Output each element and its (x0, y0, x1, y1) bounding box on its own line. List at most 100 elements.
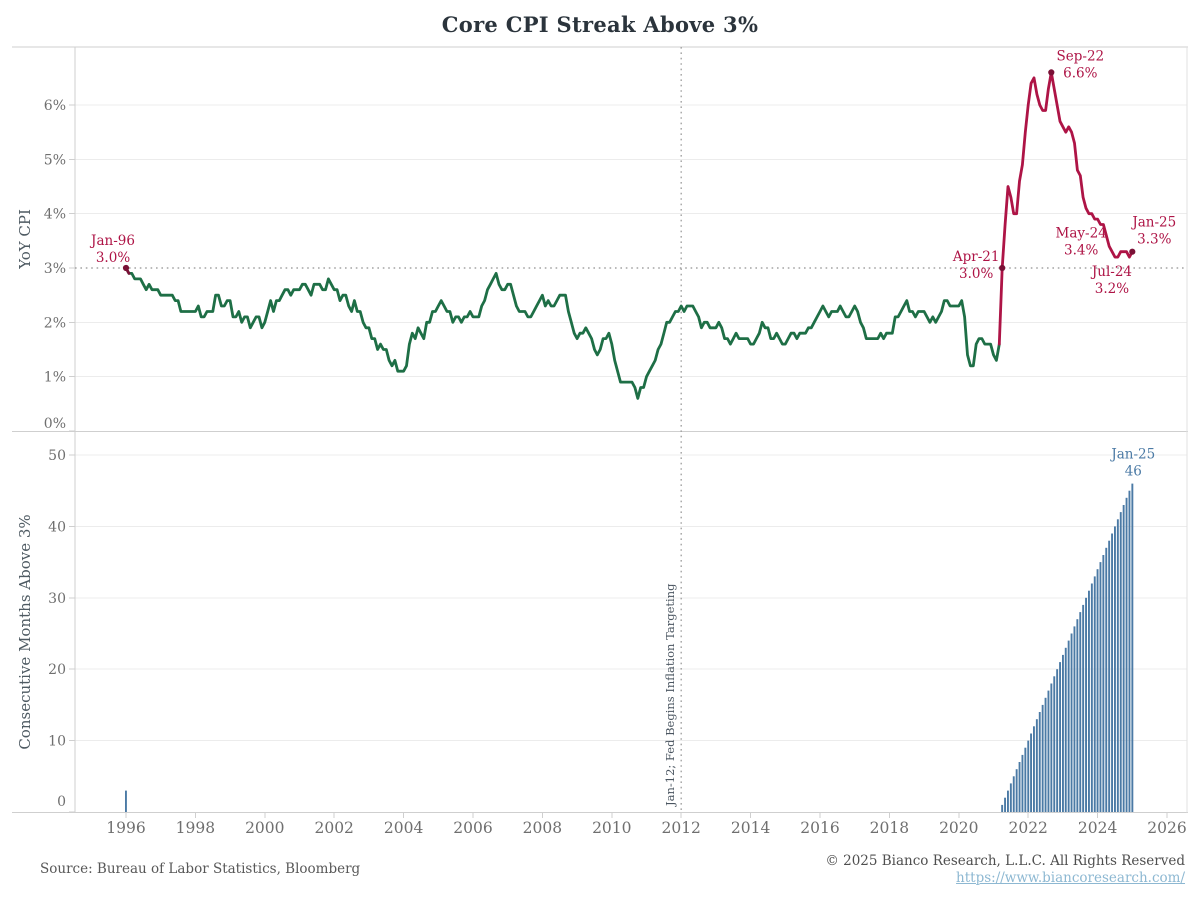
streak-bar (1064, 647, 1067, 812)
x-tick-label: 2018 (870, 819, 909, 837)
x-tick-label: 2006 (453, 819, 492, 837)
streak-bar (1088, 590, 1090, 812)
streak-bar (1056, 669, 1059, 812)
annotation-apr-21: Apr-21 3.0% (952, 249, 1000, 282)
x-tick-label: 2014 (731, 819, 771, 837)
y-axis-title-bottom: Consecutive Months Above 3% (16, 514, 34, 749)
y-tick-label-top: 5% (44, 152, 66, 168)
streak-bar (1007, 790, 1009, 812)
panel-borders (12, 46, 1188, 813)
streak-bar (1059, 662, 1061, 812)
streak-bar (1099, 562, 1102, 812)
streak-bar (1090, 583, 1093, 812)
streak-bar (1038, 712, 1041, 812)
streak-bar (1070, 633, 1073, 812)
y-tick-label-bottom: 20 (48, 662, 66, 678)
streak-bar (1111, 533, 1113, 812)
x-tick-label: 1996 (106, 819, 145, 837)
streak-bars (125, 483, 1134, 812)
x-tick-label: 2008 (523, 819, 562, 837)
y-tick-label-top: 0% (44, 416, 66, 432)
x-tick-label: 2020 (939, 819, 978, 837)
streak-bar (1030, 733, 1032, 812)
y-tick-label-top: 6% (44, 98, 66, 114)
y-tick-label-top: 1% (44, 370, 66, 386)
credit-block: © 2025 Bianco Research, L.L.C. All Right… (825, 851, 1185, 887)
source-note: Source: Bureau of Labor Statistics, Bloo… (40, 861, 361, 877)
copyright-note: © 2025 Bianco Research, L.L.C. All Right… (825, 853, 1185, 869)
tick-marks (69, 104, 1168, 818)
streak-bar (1053, 676, 1056, 812)
streak-bar (1079, 612, 1082, 812)
streak-bar (1021, 754, 1024, 812)
streak-bar (1044, 697, 1047, 812)
streak-bar (1073, 626, 1076, 812)
annotation-sep-22: Sep-22 6.6% (1057, 48, 1105, 81)
data-point-marker (999, 264, 1006, 272)
streak-bar (1062, 654, 1064, 812)
y-tick-label-top: 4% (44, 207, 66, 223)
streak-bar (1082, 604, 1085, 812)
y-tick-label-bottom: 10 (48, 734, 66, 750)
streak-bar (1122, 505, 1125, 812)
x-tick-label: 2002 (314, 819, 353, 837)
chart-title: Core CPI Streak Above 3% (441, 12, 759, 37)
annotation-may-24: May-24 3.4% (1056, 225, 1107, 258)
y-tick-label-bottom: 50 (48, 448, 66, 464)
streak-bar (1085, 597, 1087, 812)
streak-bar (1018, 762, 1021, 812)
annotation-jan-96: Jan-96 3.0% (89, 233, 135, 266)
y-tick-label-top: 3% (44, 261, 66, 277)
x-tick-label: 1998 (176, 819, 215, 837)
cpi-line-below-3pct (124, 266, 1001, 400)
streak-bar (1131, 483, 1134, 812)
streak-bar (1093, 576, 1096, 812)
streak-bar (1041, 704, 1044, 812)
streak-bar (1067, 640, 1070, 812)
streak-bar (1116, 519, 1119, 812)
x-tick-label: 2024 (1078, 819, 1118, 837)
event-line-label: Jan-12; Fed Begins Inflation Targeting (663, 583, 677, 807)
cpi-line-above-3pct (997, 71, 1134, 346)
streak-bar (1035, 719, 1038, 812)
annotation-jan-25: Jan-25 3.3% (1130, 215, 1176, 248)
x-tick-label: 2012 (661, 819, 700, 837)
y-axis-title-top: YoY CPI (16, 209, 34, 270)
annotation-jul-24: Jul-24 3.2% (1090, 264, 1132, 297)
streak-bar (1125, 497, 1128, 812)
streak-bar (1015, 769, 1018, 812)
streak-bar (1047, 690, 1050, 812)
y-tick-label-top: 2% (44, 315, 66, 331)
gridlines (75, 104, 1187, 742)
streak-bar (1033, 726, 1035, 812)
streak-bar (1108, 540, 1111, 812)
data-point-marker (122, 264, 130, 272)
x-tick-label: 2010 (592, 819, 631, 837)
streak-bar (1050, 683, 1053, 812)
website-link[interactable]: https://www.biancoresearch.com/ (956, 870, 1185, 886)
x-tick-label: 2022 (1008, 819, 1047, 837)
streak-bar (1012, 776, 1015, 812)
streak-bar (1001, 804, 1004, 812)
streak-bar (1119, 512, 1122, 812)
y-tick-label-bottom: 30 (48, 591, 66, 607)
streak-bar (1027, 740, 1030, 812)
streak-bar (1009, 783, 1012, 812)
y-tick-label-bottom: 40 (48, 519, 66, 535)
streak-bar (1096, 569, 1099, 812)
data-point-marker (1048, 69, 1055, 76)
streak-bar (125, 790, 127, 812)
chart-svg: Jan-12; Fed Begins Inflation Targeting Ja… (12, 46, 1188, 837)
streak-bar (1024, 747, 1027, 812)
data-point-marker (1129, 248, 1136, 255)
streak-bar (1102, 555, 1105, 812)
streak-bar (1076, 619, 1079, 812)
streak-bar (1004, 797, 1006, 812)
y-tick-label-bottom: 0 (57, 794, 66, 810)
streak-bar (1114, 526, 1116, 812)
x-tick-label: 2026 (1147, 819, 1186, 837)
x-tick-label: 2016 (800, 819, 839, 837)
x-tick-label: 2004 (384, 819, 424, 837)
streak-bar (1128, 490, 1131, 812)
